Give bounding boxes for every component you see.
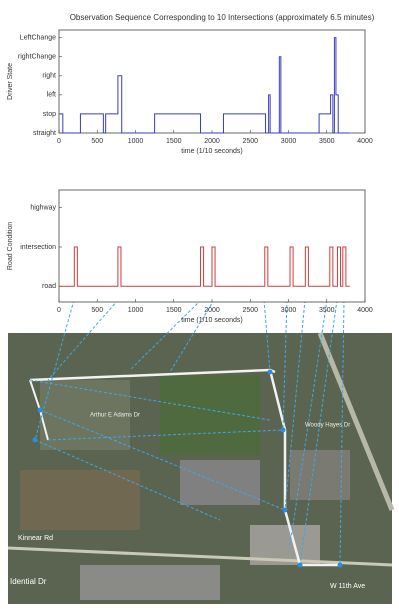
data-line: [59, 37, 350, 134]
x-axis-label: time (1/10 seconds): [181, 148, 242, 155]
map-block: [160, 375, 260, 455]
map: Kinnear Rd W 11th Ave Idential Dr Arthur…: [7, 299, 395, 604]
x-tick-label: 4000: [357, 307, 373, 314]
y-tick-label: rightChange: [18, 54, 56, 61]
y-tick-label: left: [47, 92, 56, 99]
map-block: [180, 460, 260, 505]
x-tick-label: 2500: [242, 138, 258, 145]
y-axis-label: Road Condition: [7, 222, 14, 270]
x-tick-label: 500: [91, 138, 103, 145]
highway-road: [317, 332, 395, 511]
map-label: W 11th Ave: [330, 583, 365, 590]
y-tick-label: right: [42, 73, 56, 80]
map-block: [290, 450, 350, 500]
x-tick-label: 2000: [204, 138, 220, 145]
x-tick-label: 2000: [204, 307, 220, 314]
y-tick-label: intersection: [20, 244, 56, 251]
chart-title: Observation Sequence Corresponding to 10…: [70, 13, 375, 22]
map-block: [20, 470, 140, 530]
y-tick-label: stop: [43, 111, 56, 118]
x-tick-label: 4000: [357, 138, 373, 145]
x-tick-label: 1000: [128, 307, 144, 314]
x-tick-label: 500: [91, 307, 103, 314]
map-block: [80, 565, 220, 600]
road: [7, 546, 393, 567]
map-label: Kinnear Rd: [18, 535, 53, 542]
x-axis-label: time (1/10 seconds): [181, 317, 242, 324]
x-tick-label: 3000: [281, 307, 297, 314]
y-tick-label: LeftChange: [20, 34, 56, 41]
map-label: Arthur E Adams Dr: [90, 413, 140, 419]
intersection-markers: [32, 369, 343, 568]
y-tick-label: road: [42, 283, 56, 290]
x-tick-label: 3500: [319, 307, 335, 314]
x-tick-label: 0: [57, 138, 61, 145]
map-label: Idential Dr: [10, 577, 47, 586]
data-line: [59, 246, 350, 287]
plot-area: [58, 29, 366, 134]
x-tick-label: 1500: [166, 138, 182, 145]
x-tick-label: 3500: [319, 138, 335, 145]
y-axis-label: Driver State: [7, 63, 14, 100]
y-tick-label: highway: [30, 205, 56, 212]
x-tick-label: 2500: [242, 307, 258, 314]
x-tick-label: 0: [57, 307, 61, 314]
x-tick-label: 1000: [128, 138, 144, 145]
x-tick-label: 3000: [281, 138, 297, 145]
x-tick-label: 1500: [166, 307, 182, 314]
y-tick-label: straight: [33, 130, 56, 137]
map-label: Woody Hayes Dr: [305, 423, 350, 429]
correspondence-lines: [29, 299, 345, 566]
